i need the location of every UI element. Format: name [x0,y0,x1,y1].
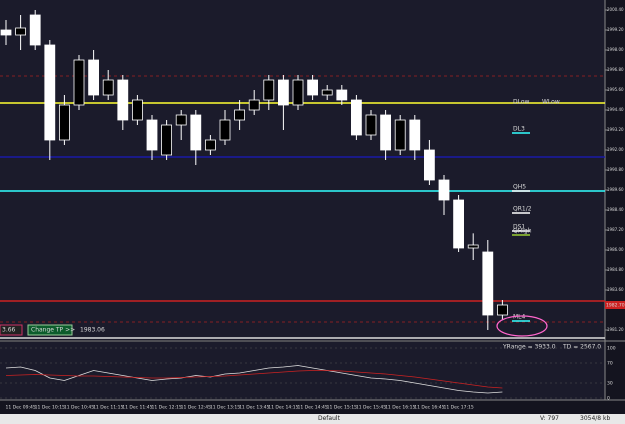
level-label: DLow [513,99,530,106]
change-tp-button-label[interactable]: Change TP >> [31,327,75,334]
candle-body [234,109,246,121]
marker-label: QH5 [513,184,526,191]
y-tick-label: 1993.20 [607,127,624,132]
td: TD = 2567.0 [562,344,601,351]
last-price-tag [605,301,625,309]
y-tick-label: 1999.20 [607,27,624,32]
marker-label: QHigh [513,228,532,235]
last-price-label: 1982.70 [606,303,625,309]
oscillator-line [5,365,503,394]
level-label: WLow [542,99,560,106]
candle-body [365,114,377,136]
x-tick-label: 11 Dec 16:45 [414,405,444,411]
candle-body [102,79,114,96]
candle-body [131,99,143,121]
osc-tick-label: 30 [607,381,613,387]
marker-label: DL3 [513,126,525,133]
y-tick-label: 1984.80 [607,267,624,272]
x-tick-label: 11 Dec 15:15 [327,405,357,411]
status-bar: Default V: 797 3054/8 kb [0,414,625,424]
x-tick-label: 11 Dec 10:15 [35,405,65,411]
y-tick-label: 1981.20 [607,327,624,332]
y-tick-label: 1987.20 [607,227,624,232]
candle-body [277,79,289,106]
memory: 3054/8 kb [580,415,611,422]
candle-body [44,44,56,141]
candle-body [307,79,319,96]
y-tick-label: 1989.60 [607,187,624,192]
alarm-circle [496,315,548,337]
main-pane [0,0,605,340]
candle-body [496,304,508,316]
y-tick-label: 2000.40 [607,7,624,12]
y-tick-label: 1986.00 [607,247,624,252]
marker-label: ML4 [513,314,526,321]
osc-tick-label: 70 [607,361,613,367]
candle-body [175,114,187,126]
candle-body [467,244,479,249]
x-tick-label: 11 Dec 14:45 [297,405,327,411]
candle-body [292,79,304,106]
y-tick-label: 1996.80 [607,67,624,72]
candle-body [29,14,41,46]
x-tick-label: 11 Dec 14:15 [268,405,298,411]
y-tick-label: 1983.60 [607,287,624,292]
osc-tick-label: 0 [607,396,610,402]
y-tick-label: 1992.00 [607,147,624,152]
y-tick-label: 1998.00 [607,47,624,52]
candle-body [423,149,435,181]
candle-body [248,99,260,111]
marker-label: QR1/2 [513,206,532,213]
candle-body [117,79,129,121]
candle-body [219,119,231,141]
profile[interactable]: Default [318,415,340,422]
candle-body [409,119,421,151]
change-tp-button[interactable] [27,324,73,336]
x-tick-label: 11 Dec 12:15 [151,405,181,411]
candle-body [161,124,173,156]
candle-body [0,29,12,36]
candle-body [336,89,348,101]
candle-body [146,119,158,151]
x-tick-label: 11 Dec 13:45 [239,405,269,411]
candle-body [453,199,465,249]
candle-body [15,27,27,36]
y-tick-label: 1995.60 [607,87,624,92]
candle-body [59,104,70,141]
marker-label: DS1 [513,224,525,231]
oscillator-line [5,370,503,389]
candle-body [88,59,99,96]
x-tick-label: 11 Dec 16:15 [385,405,415,411]
y-tick-label: 1994.40 [607,107,624,112]
candle-body [190,114,202,151]
candle-body [204,139,216,151]
x-tick-label: 11 Dec 10:45 [64,405,94,411]
x-tick-label: 11 Dec 09:45 [5,405,35,411]
x-tick-label: 11 Dec 13:15 [210,405,240,411]
candle-body [438,179,450,201]
y-range: YRange = 3933.0 [502,344,556,351]
tp-price: 1983.06 [80,327,105,334]
x-tick-label: 11 Dec 12:45 [181,405,211,411]
y-tick-label: 1988.40 [607,207,624,212]
y-tick-label: 1990.80 [607,167,624,172]
candle-body [380,114,392,151]
candle-body [321,89,333,96]
x-tick-label: 11 Dec 11:45 [122,405,152,411]
chart: 2000.40 1999.20 1998.00 1996.80 1995.60 1994.… [0,0,625,411]
candle-body [394,119,406,151]
candle-body [482,251,494,316]
volume: V: 797 [540,415,559,422]
candle-body [73,59,85,106]
x-tick-label: 11 Dec 11:15 [93,405,123,411]
osc-tick-label: 100 [607,346,616,352]
tag: 3.66 [2,327,16,334]
candle-body [263,79,275,101]
candle-body [350,99,362,136]
x-tick-label: 11 Dec 15:45 [356,405,386,411]
x-tick-label: 11 Dec 17:15 [443,405,473,411]
tag-box [0,324,23,336]
